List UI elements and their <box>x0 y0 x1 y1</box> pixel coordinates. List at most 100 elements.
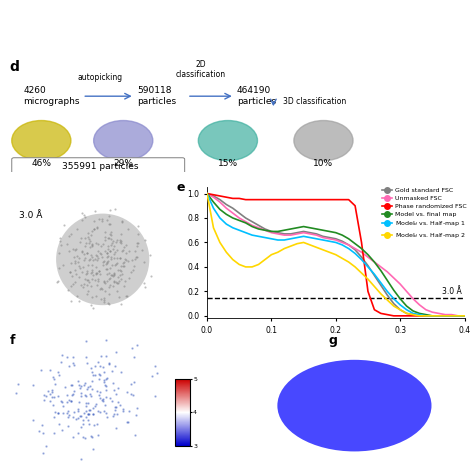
Point <box>109 412 117 420</box>
Point <box>103 413 111 421</box>
Point <box>119 405 127 413</box>
Point <box>29 416 36 423</box>
Point <box>133 404 140 411</box>
Point <box>14 381 21 388</box>
Point <box>112 403 120 411</box>
Text: 46%: 46% <box>31 159 51 168</box>
Point <box>40 391 48 399</box>
Point <box>101 401 109 409</box>
Point <box>76 385 84 392</box>
Point <box>57 358 65 366</box>
Point <box>65 362 73 370</box>
Text: 10%: 10% <box>313 159 334 168</box>
Point <box>85 410 93 418</box>
Point <box>92 401 100 408</box>
Point <box>39 429 46 437</box>
Point <box>80 409 88 417</box>
Point <box>48 388 55 396</box>
Point <box>82 402 89 410</box>
Point <box>88 392 95 400</box>
Point <box>89 385 96 393</box>
Point <box>64 413 71 421</box>
Point <box>58 351 65 359</box>
Point <box>29 381 36 389</box>
Point <box>97 352 105 360</box>
Point <box>94 407 102 415</box>
Text: d: d <box>9 60 19 74</box>
Point <box>55 371 63 378</box>
Point <box>80 420 87 428</box>
Point <box>112 348 120 356</box>
Text: e: e <box>176 181 185 194</box>
Point <box>82 337 90 345</box>
Point <box>87 365 94 372</box>
Point <box>102 352 110 360</box>
Point <box>96 363 104 370</box>
Text: 15%: 15% <box>218 159 238 168</box>
Point <box>84 383 92 391</box>
Point <box>103 375 110 383</box>
Ellipse shape <box>94 120 153 161</box>
Point <box>50 373 57 381</box>
Point <box>98 397 106 404</box>
Point <box>111 406 119 413</box>
Point <box>82 407 90 415</box>
Text: 3.0 Å: 3.0 Å <box>19 211 42 220</box>
Point <box>64 422 72 430</box>
Point <box>151 363 159 370</box>
FancyBboxPatch shape <box>12 158 185 175</box>
Point <box>102 393 110 401</box>
Point <box>63 354 71 361</box>
Point <box>69 433 77 440</box>
Point <box>108 367 116 375</box>
Point <box>111 403 119 411</box>
Point <box>82 413 90 420</box>
Point <box>117 368 125 375</box>
Point <box>50 413 58 420</box>
Point <box>114 399 121 406</box>
Point <box>123 418 130 426</box>
Point <box>79 433 86 441</box>
Point <box>108 397 116 404</box>
Point <box>130 353 138 361</box>
Text: f: f <box>9 334 15 346</box>
Text: g: g <box>328 334 337 346</box>
Point <box>46 366 54 374</box>
Point <box>95 370 103 377</box>
Point <box>75 381 83 389</box>
Point <box>102 383 110 390</box>
Point <box>77 455 85 462</box>
Point <box>78 412 85 419</box>
Point <box>113 390 120 397</box>
Point <box>42 442 50 449</box>
Point <box>100 398 107 405</box>
Point <box>39 449 46 457</box>
Point <box>50 375 57 383</box>
Point <box>74 405 82 413</box>
Text: 2D
classification: 2D classification <box>175 60 226 79</box>
Point <box>86 390 94 398</box>
Point <box>63 398 71 406</box>
Text: 3D classification: 3D classification <box>283 98 346 107</box>
Point <box>90 371 97 379</box>
Point <box>94 359 102 366</box>
Point <box>131 431 139 438</box>
Point <box>58 427 65 434</box>
Point <box>82 353 90 361</box>
Point <box>102 409 109 417</box>
Text: 29%: 29% <box>113 159 133 168</box>
Point <box>69 353 77 361</box>
Point <box>83 385 91 393</box>
Point <box>93 420 101 428</box>
Point <box>54 409 62 417</box>
Text: 464190
particles: 464190 particles <box>237 86 276 106</box>
Point <box>132 411 140 419</box>
Point <box>46 391 54 398</box>
Point <box>153 370 160 377</box>
Point <box>57 397 64 405</box>
Point <box>44 387 52 395</box>
Text: autopicking: autopicking <box>78 73 123 82</box>
Point <box>84 417 91 424</box>
Point <box>100 368 108 376</box>
Point <box>93 387 100 395</box>
